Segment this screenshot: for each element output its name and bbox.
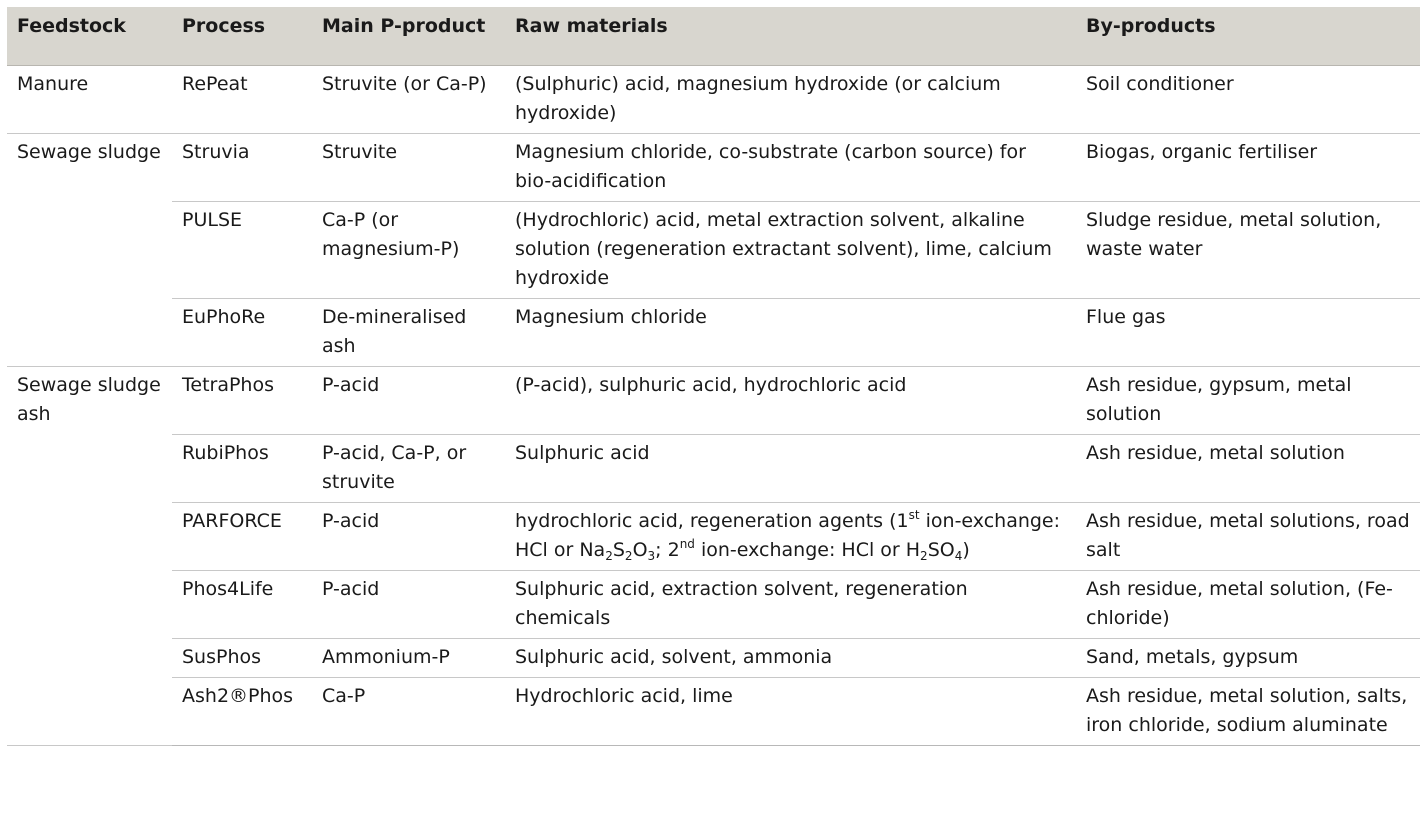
superscript: st	[908, 507, 920, 522]
product-cell: P-acid	[312, 570, 505, 639]
superscript: nd	[679, 536, 695, 551]
product-cell: Ammonium-P	[312, 638, 505, 678]
product-cell: Struvite	[312, 133, 505, 202]
raw-materials-cell: (Sulphuric) acid, magnesium hydroxide (o…	[505, 65, 1076, 134]
raw-text: ion-exchange: HCl or H	[694, 538, 921, 561]
raw-text: O	[632, 538, 648, 561]
by-products-cell: Sludge residue, metal solution, waste wa…	[1076, 201, 1420, 299]
table-row: Ash2®Phos Ca-P Hydrochloric acid, lime A…	[7, 677, 1420, 746]
process-cell: PULSE	[172, 201, 312, 299]
table-row: Manure RePeat Struvite (or Ca-P) (Sulphu…	[7, 65, 1420, 134]
p-recovery-table: Feedstock Process Main P-product Raw mat…	[7, 7, 1420, 746]
raw-text: )	[962, 538, 970, 561]
raw-text: SO	[927, 538, 955, 561]
raw-materials-cell: Hydrochloric acid, lime	[505, 677, 1076, 746]
table-row: Sewage sludge Struvia Struvite Magnesium…	[7, 133, 1420, 367]
raw-materials-cell: Magnesium chloride, co-substrate (carbon…	[505, 133, 1076, 202]
feedstock-cell: Manure	[7, 65, 172, 134]
table-row: Phos4Life P-acid Sulphuric acid, extract…	[7, 570, 1420, 639]
subscript: 4	[954, 548, 963, 563]
by-products-cell: Ash residue, gypsum, metal solution	[1076, 366, 1420, 435]
process-cell: PARFORCE	[172, 502, 312, 571]
subscript: 2	[624, 548, 633, 563]
process-cell: EuPhoRe	[172, 298, 312, 367]
table-row: Sewage sludge ash TetraPhos P-acid (P-ac…	[7, 366, 1420, 746]
process-cell: Ash2®Phos	[172, 677, 312, 746]
table-row: RubiPhos P-acid, Ca-P, or struvite Sulph…	[7, 434, 1420, 503]
raw-materials-cell: (Hydrochloric) acid, metal extraction so…	[505, 201, 1076, 299]
raw-materials-cell: Sulphuric acid	[505, 434, 1076, 503]
process-cell: RePeat	[172, 65, 312, 134]
header-main-p-product: Main P-product	[312, 7, 505, 66]
raw-materials-cell: Magnesium chloride	[505, 298, 1076, 367]
process-cell: Phos4Life	[172, 570, 312, 639]
feedstock-cell: Sewage sludge	[7, 133, 172, 367]
by-products-cell: Soil conditioner	[1076, 65, 1420, 134]
subscript: 2	[605, 548, 613, 563]
subscript: 2	[920, 548, 928, 563]
header-feedstock: Feedstock	[7, 7, 172, 66]
raw-text: ion-exchange: HCl or Na	[515, 509, 1061, 561]
by-products-cell: Flue gas	[1076, 298, 1420, 367]
raw-materials-cell: Sulphuric acid, extraction solvent, rege…	[505, 570, 1076, 639]
table-row: EuPhoRe De-mineralised ash Magnesium chl…	[7, 298, 1420, 367]
table-row: PARFORCE P-acid hydrochloric acid, regen…	[7, 502, 1420, 571]
by-products-cell: Ash residue, metal solutions, road salt	[1076, 502, 1420, 571]
process-cell: SusPhos	[172, 638, 312, 678]
by-products-cell: Ash residue, metal solution, (Fe-chlorid…	[1076, 570, 1420, 639]
raw-materials-cell: Sulphuric acid, solvent, ammonia	[505, 638, 1076, 678]
product-cell: P-acid	[312, 502, 505, 571]
by-products-cell: Biogas, organic fertiliser	[1076, 133, 1420, 202]
table-row: PULSE Ca-P (or magnesium-P) (Hydrochlori…	[7, 201, 1420, 299]
product-cell: P-acid	[312, 366, 505, 435]
product-cell: P-acid, Ca-P, or struvite	[312, 434, 505, 503]
header-row: Feedstock Process Main P-product Raw mat…	[7, 7, 1420, 66]
product-cell: Ca-P	[312, 677, 505, 746]
header-process: Process	[172, 7, 312, 66]
process-cell: Struvia	[172, 133, 312, 202]
table-row: SusPhos Ammonium-P Sulphuric acid, solve…	[7, 638, 1420, 678]
by-products-cell: Ash residue, metal solution, salts, iron…	[1076, 677, 1420, 746]
raw-text: hydrochloric acid, regeneration agents (…	[515, 509, 909, 532]
product-cell: Ca-P (or magnesium-P)	[312, 201, 505, 299]
feedstock-cell: Sewage sludge ash	[7, 366, 172, 746]
product-cell: Struvite (or Ca-P)	[312, 65, 505, 134]
subscript: 3	[647, 548, 656, 563]
raw-materials-cell: (P-acid), sulphuric acid, hydrochloric a…	[505, 366, 1076, 435]
header-by-products: By-products	[1076, 7, 1420, 66]
raw-text: S	[612, 538, 625, 561]
raw-text: ; 2	[655, 538, 680, 561]
product-cell: De-mineralised ash	[312, 298, 505, 367]
raw-materials-cell: hydrochloric acid, regeneration agents (…	[505, 502, 1076, 571]
process-cell: TetraPhos	[172, 366, 312, 435]
by-products-cell: Sand, metals, gypsum	[1076, 638, 1420, 678]
by-products-cell: Ash residue, metal solution	[1076, 434, 1420, 503]
header-raw-materials: Raw materials	[505, 7, 1076, 66]
process-cell: RubiPhos	[172, 434, 312, 503]
